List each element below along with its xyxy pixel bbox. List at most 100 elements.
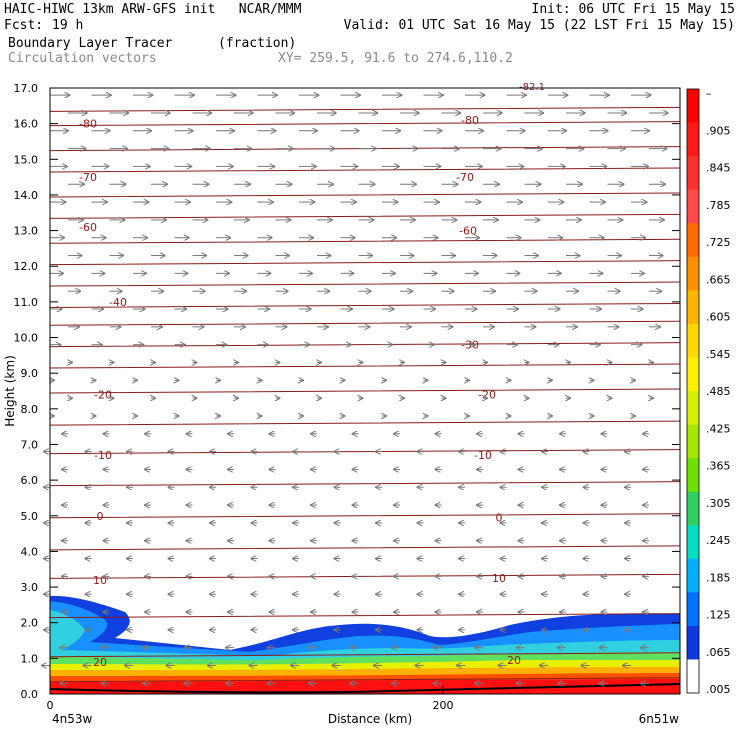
colorbar-label: .005: [706, 683, 731, 696]
temperature-contour-10: [49, 320, 681, 326]
colorbar-swatch: [687, 391, 699, 426]
init-time: Init: 06 UTC Fri 15 May 15: [531, 2, 736, 17]
field-name: Boundary Layer Tracer: [8, 36, 173, 51]
temperature-contour-11: [49, 342, 681, 348]
temperature-contour-7: [49, 260, 681, 266]
temperature-contour-4: [49, 192, 681, 198]
vectors-label: Circulation vectors: [8, 51, 157, 66]
y-tick-label: 5.0: [21, 510, 39, 523]
contour-label-right-7: 10: [492, 572, 506, 585]
y-tick-label: 8.0: [21, 403, 39, 416]
x-tick-label: 0: [47, 699, 54, 712]
temperature-contour-3: [49, 167, 681, 173]
colorbar-label: .125: [706, 609, 731, 622]
fcst-value: 19 h: [52, 18, 84, 33]
colorbar-label: .605: [706, 311, 731, 324]
colorbar-swatch: [687, 558, 699, 593]
y-tick-label: 13.0: [14, 225, 39, 238]
temperature-contour-18: [49, 545, 681, 551]
contour-label-right-6: 0: [496, 512, 503, 525]
temperature-contour-0: [49, 106, 681, 112]
temperature-contour-13: [49, 388, 681, 394]
temperature-contour-22: [49, 677, 681, 683]
y-tick-label: 6.0: [21, 474, 39, 487]
x-tick-label: 200: [433, 699, 454, 712]
temperature-contour-17: [49, 513, 681, 519]
y-tick-label: 9.0: [21, 367, 39, 380]
colorbar-label: .065: [706, 646, 731, 659]
colorbar-swatch: [687, 89, 699, 124]
temperature-contour-12: [49, 363, 681, 369]
colorbar-label: .185: [706, 571, 731, 584]
fcst-label: Fcst:: [4, 18, 44, 33]
field-units: (fraction): [218, 36, 297, 51]
colorbar-swatch: [687, 323, 699, 358]
temperature-contour-1: [49, 121, 681, 127]
contour-label-right-5: -10: [474, 449, 492, 462]
temperature-contour-8: [49, 281, 681, 287]
colorbar-swatch: [687, 491, 699, 526]
contour-label-left-4: -20: [94, 389, 112, 402]
colorbar-swatch: [687, 290, 699, 325]
valid-time: Valid: 01 UTC Sat 16 May 15 (22 LST Fri …: [343, 18, 735, 33]
colorbar-label: .905: [706, 124, 731, 137]
contour-label-right-0: -80: [461, 114, 479, 127]
temperature-contour-6: [49, 238, 681, 244]
colorbar-swatch: [687, 424, 699, 459]
colorbar-swatch: [687, 659, 699, 694]
y-tick-label: 15.0: [14, 153, 39, 166]
y-tick-label: 14.0: [14, 189, 39, 202]
y-tick-label: 4.0: [21, 545, 39, 558]
terrain-line: [49, 683, 681, 694]
tracer-layer-7: [50, 679, 680, 694]
y-tick-label: 16.0: [14, 118, 39, 131]
colorbar-label: .485: [706, 385, 731, 398]
contour-label-left-6: 0: [97, 510, 104, 523]
colorbar-swatch: [687, 458, 699, 493]
temperature-contour-5: [49, 213, 681, 219]
x-start-label: 4n53w: [52, 712, 93, 726]
colorbar-label: .425: [706, 422, 731, 435]
contour-label-right-2: -60: [459, 225, 477, 238]
xy-label: XY= 259.5, 91.6 to 274.6,110.2: [278, 51, 513, 66]
y-tick-label: 12.0: [14, 260, 39, 273]
contour-label-left-2: -60: [79, 221, 97, 234]
contour-label-left-8: 20: [93, 656, 107, 669]
y-tick-label: 10.0: [14, 332, 39, 345]
colorbar-swatch: [687, 223, 699, 258]
colorbar-label: .725: [706, 236, 731, 249]
colorbar-label: .845: [706, 162, 731, 175]
colorbar-swatch: [687, 525, 699, 560]
colorbar-label: .245: [706, 534, 731, 547]
colorbar-border: [686, 88, 700, 694]
colorbar-label: –: [706, 87, 712, 100]
temperature-contour-16: [49, 481, 681, 487]
y-tick-label: 2.0: [21, 617, 39, 630]
temperature-contour-9: [49, 302, 681, 308]
contour-label-left-1: -70: [79, 171, 97, 184]
contour-label-left-3: -40: [109, 296, 127, 309]
colorbar-swatch: [687, 357, 699, 392]
colorbar-swatch: [687, 156, 699, 191]
colorbar-swatch: [687, 592, 699, 627]
temperature-contour-20: [49, 613, 681, 619]
y-tick-label: 11.0: [14, 296, 39, 309]
colorbar-swatch: [687, 625, 699, 660]
colorbar-swatch: [687, 189, 699, 224]
colorbar-swatch: [687, 256, 699, 291]
y-tick-label: 17.0: [14, 82, 39, 95]
colorbar-label: .785: [706, 199, 731, 212]
y-tick-label: 3.0: [21, 581, 39, 594]
colorbar-label: .305: [706, 497, 731, 510]
colorbar-swatch: [687, 122, 699, 157]
colorbar-label: .545: [706, 348, 731, 361]
y-axis-label: Height (km): [3, 355, 17, 426]
temperature-contour-2: [49, 146, 681, 152]
x-axis-label: Distance (km): [328, 712, 412, 726]
contour-label-left-5: -10: [94, 449, 112, 462]
y-tick-label: 1.0: [21, 652, 39, 665]
x-end-label: 6n51w: [639, 712, 680, 726]
colorbar-label: .665: [706, 273, 731, 286]
temperature-contour-21: [49, 652, 681, 658]
